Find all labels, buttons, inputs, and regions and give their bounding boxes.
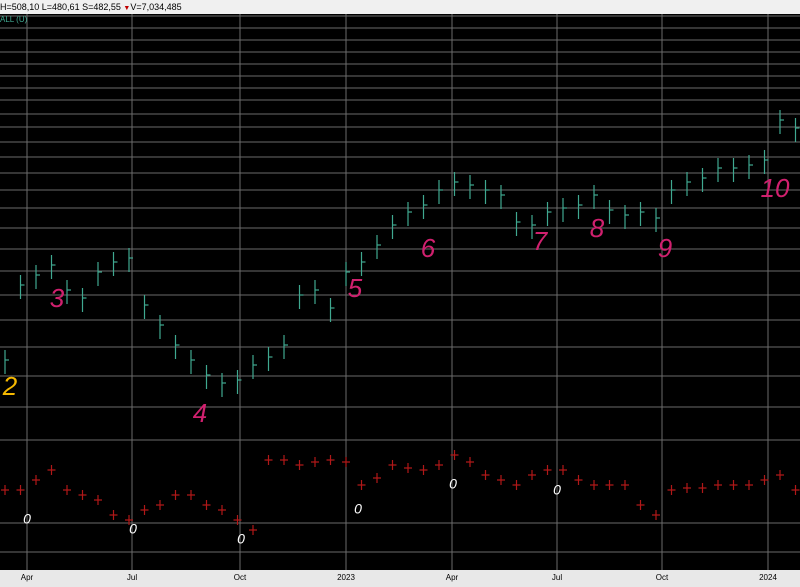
x-tick-label: Oct: [656, 573, 669, 582]
indicator-bar: [652, 510, 660, 520]
indicator-bar: [528, 470, 536, 480]
annotation: 0: [23, 511, 31, 527]
indicator-bar: [156, 500, 164, 510]
indicator-bar: [435, 460, 443, 470]
header-bar: H=508,10 L=480,61 S=482,55 ▼V=7,034,485: [0, 0, 800, 14]
indicator-bar: [466, 457, 474, 467]
indicator-bar: [342, 457, 350, 467]
indicator-bar: [590, 480, 598, 490]
annotation: 0: [553, 482, 561, 498]
annotation: 3: [50, 283, 65, 313]
x-tick-label: Apr: [21, 573, 34, 582]
indicator-bar: [311, 457, 319, 467]
symbol-label: ALL (U): [0, 15, 28, 24]
indicator-bar: [683, 483, 691, 493]
annotation: 6: [421, 233, 436, 263]
indicator-bar: [63, 485, 71, 495]
annotation: 7: [533, 226, 549, 256]
indicator-bar: [714, 480, 722, 490]
indicator-bar: [621, 480, 629, 490]
indicator-bar: [94, 495, 102, 505]
indicator-bar: [249, 525, 257, 535]
indicator-bar: [233, 515, 242, 525]
x-tick-label: Jul: [127, 573, 137, 582]
indicator-bar: [450, 450, 459, 460]
indicator-bar: [280, 455, 288, 465]
indicator-bar: [32, 475, 40, 485]
x-tick-label: 2024: [759, 573, 777, 582]
annotation: 8: [590, 213, 605, 243]
indicator-bar: [605, 480, 614, 490]
x-axis-strip: [0, 570, 800, 587]
indicator-bar: [745, 480, 753, 490]
indicator-bar: [419, 465, 428, 475]
indicator-bar: [264, 455, 273, 465]
indicator-bar: [373, 473, 381, 483]
header-volume: V=7,034,485: [130, 2, 182, 12]
indicator-bar: [171, 490, 180, 500]
indicator-bar: [295, 460, 304, 470]
annotation: 5: [348, 273, 363, 303]
indicator-bar: [404, 463, 412, 473]
x-tick-label: 2023: [337, 573, 355, 582]
indicator-bar: [760, 475, 769, 485]
annotation: 9: [658, 233, 672, 263]
indicator-bar: [202, 500, 211, 510]
indicator-bar: [543, 465, 552, 475]
annotation: 0: [237, 531, 245, 547]
indicator-bar: [776, 470, 784, 480]
indicator-bar: [140, 505, 149, 515]
annotation: 4: [193, 398, 207, 428]
indicator-bar: [574, 475, 583, 485]
indicator-bar: [357, 480, 366, 490]
header-stats: H=508,10 L=480,61 S=482,55: [0, 2, 121, 12]
indicator-bar: [47, 465, 56, 475]
x-tick-label: Oct: [234, 573, 247, 582]
indicator-bar: [78, 490, 87, 500]
x-tick-label: Jul: [552, 573, 562, 582]
annotation: 0: [449, 476, 457, 492]
indicator-bar: [388, 460, 397, 470]
indicator-bar: [497, 475, 505, 485]
indicator-bar: [698, 483, 707, 493]
indicator-bar: [791, 485, 800, 495]
x-tick-label: Apr: [446, 573, 459, 582]
annotation: 0: [354, 501, 362, 517]
indicator-bar: [667, 485, 676, 495]
indicator-bar: [187, 490, 195, 500]
indicator-bar: [729, 480, 738, 490]
annotation: 0: [129, 521, 137, 537]
indicator-bar: [481, 470, 490, 480]
indicator-bar: [1, 485, 9, 495]
indicator-bar: [109, 510, 118, 520]
annotation: 10: [761, 173, 790, 203]
indicator-bar: [326, 455, 335, 465]
annotation: 2: [2, 371, 18, 401]
indicator-bar: [16, 485, 25, 495]
indicator-bar: [218, 505, 226, 515]
indicator-bar: [559, 465, 567, 475]
indicator-bar: [512, 480, 521, 490]
volume-icon: ▼: [123, 5, 131, 12]
indicator-bar: [636, 500, 645, 510]
indicator-bar: [125, 515, 133, 525]
